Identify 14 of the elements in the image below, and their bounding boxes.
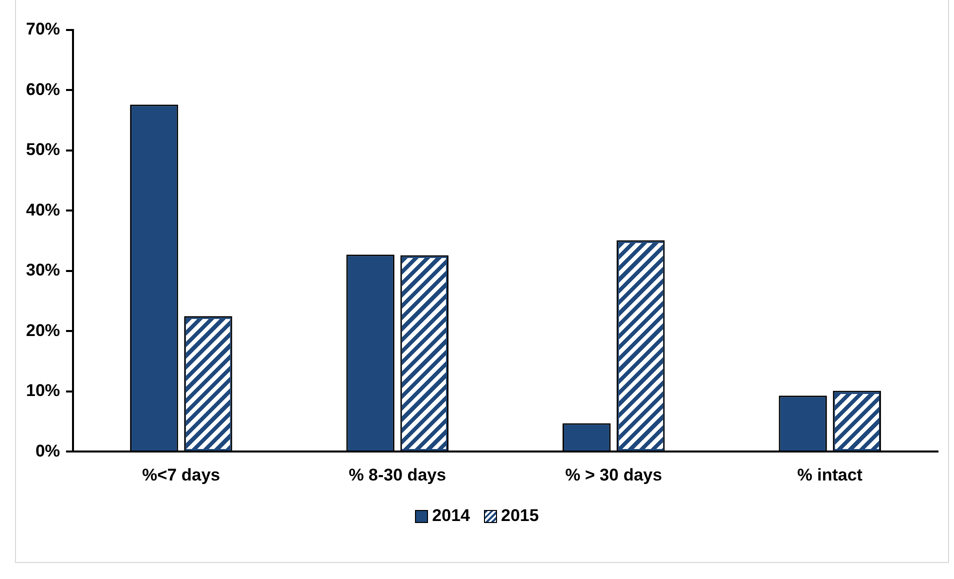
x-tick-label: % > 30 days (565, 465, 662, 484)
y-tick-label: 60% (26, 80, 60, 99)
legend-label: 2015 (501, 506, 539, 526)
x-tick-label: % intact (797, 465, 863, 484)
y-tick-label: 70% (26, 20, 60, 39)
x-tick-label: %<7 days (142, 465, 220, 484)
y-tick-label: 0% (35, 441, 60, 460)
x-tick-label: % 8-30 days (348, 465, 446, 484)
y-tick-label: 20% (26, 320, 60, 340)
y-tick-label: 50% (26, 140, 60, 160)
y-tick-label: 40% (26, 200, 60, 220)
legend-label: 2014 (432, 506, 470, 526)
y-tick-label: 30% (26, 260, 60, 280)
y-tick-label: 10% (26, 381, 60, 400)
